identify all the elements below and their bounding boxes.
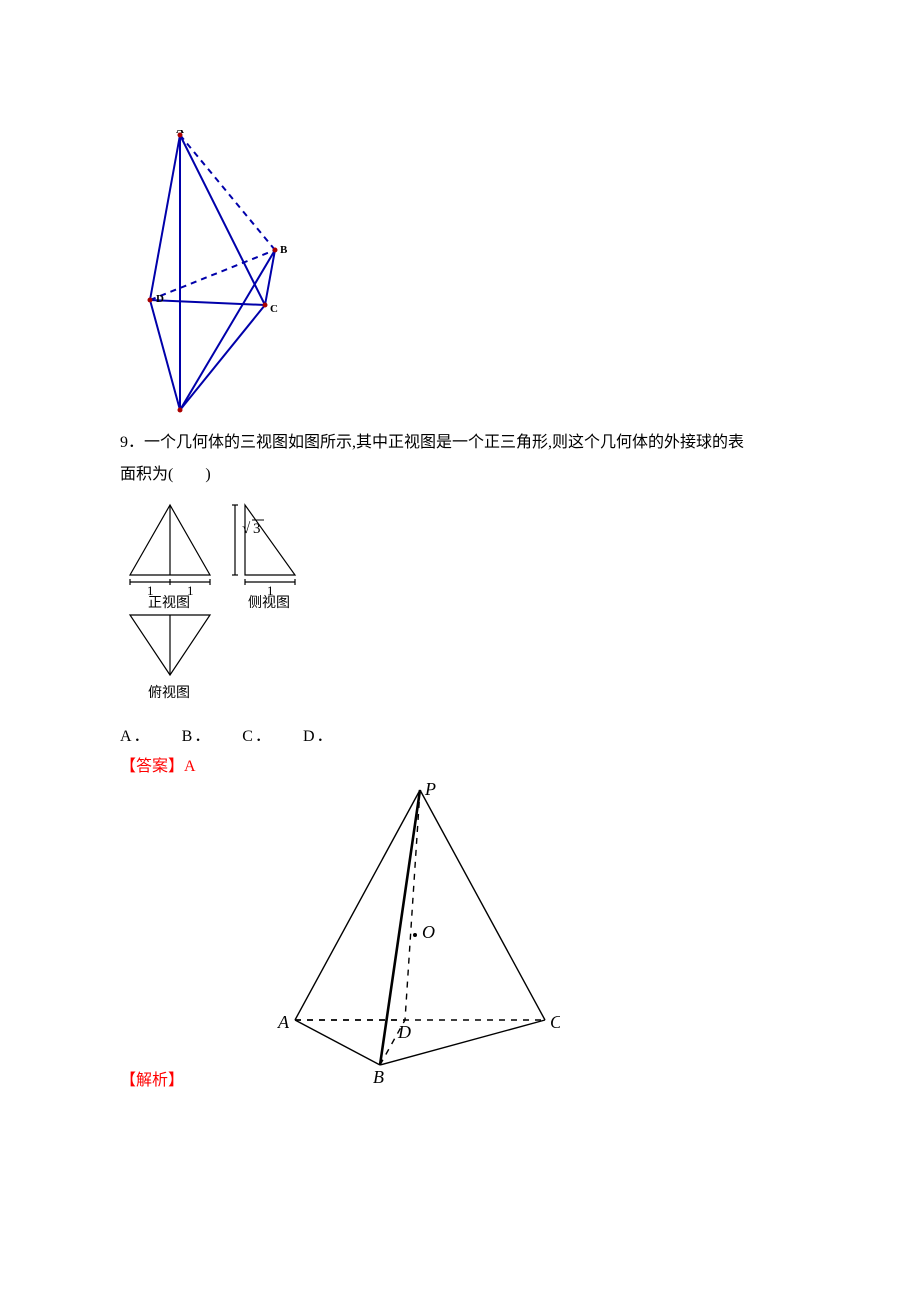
side-view-label: 侧视图 [248,595,290,611]
vertex-b2: B [373,1067,384,1087]
analysis-label: 【解析】 [120,1066,184,1090]
pyramid-svg: P A B C D O [200,780,560,1090]
figure-tetrahedron: A B C D [120,130,800,420]
question-line-2: 面积为( ) [120,462,800,488]
top-view-label: 俯视图 [148,685,190,701]
vertex-o: O [422,922,435,942]
option-d: D． [303,728,335,745]
front-view-label: 正视图 [148,595,190,611]
option-c: C． [242,728,273,745]
svg-text:3: 3 [253,521,261,537]
three-views-svg: 1 1 1 √ 3 正视图 侧视图 俯视图 [120,497,330,707]
vertex-label-b: B [280,244,288,256]
figure-three-views: 1 1 1 √ 3 正视图 侧视图 俯视图 [120,497,800,712]
option-a: A． [120,728,152,745]
answer-label: 【答案】 [120,758,184,775]
option-b: B． [182,728,213,745]
question-text-1: 一个几何体的三视图如图所示,其中正视图是一个正三角形,则这个几何体的外接球的表 [144,434,744,451]
vertex-label-d: D [156,293,164,305]
vertex-p: P [424,780,436,799]
answer-value: A [184,758,196,775]
vertex-label-a: A [176,130,184,136]
vertex-a2: A [277,1012,290,1032]
vertex-c2: C [550,1012,560,1032]
tetrahedron-svg: A B C D [120,130,290,415]
answer-line: 【答案】A [120,752,800,776]
question-number: 9． [120,434,144,451]
figure-pyramid-wrap: P A B C D O 【解析】 [120,780,800,1100]
svg-text:√: √ [242,521,251,537]
vertex-label-c: C [270,303,278,315]
vertex-d2: D [397,1022,411,1042]
question-line-1: 9．一个几何体的三视图如图所示,其中正视图是一个正三角形,则这个几何体的外接球的… [120,430,800,456]
options-row: A． B． C． D． [120,722,800,746]
